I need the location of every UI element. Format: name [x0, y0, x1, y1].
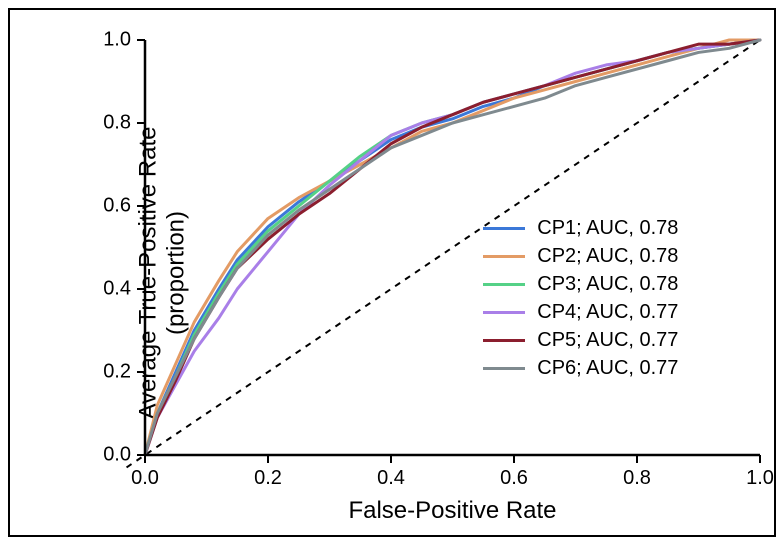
y-tick-label: 0.0: [103, 444, 131, 467]
legend-item: CP2; AUC, 0.78: [483, 242, 678, 270]
x-tick-label: 0.8: [623, 467, 651, 490]
legend-swatch: [483, 227, 525, 230]
x-tick-label: 0.2: [254, 467, 282, 490]
legend-swatch: [483, 311, 525, 314]
legend-label: CP3; AUC, 0.78: [537, 273, 678, 296]
x-tick-label: 0.4: [377, 467, 405, 490]
legend-label: CP6; AUC, 0.77: [537, 357, 678, 380]
legend-swatch: [483, 339, 525, 342]
x-tick-label: 0.0: [131, 467, 159, 490]
legend-swatch: [483, 255, 525, 258]
legend-label: CP4; AUC, 0.77: [537, 301, 678, 324]
y-tick-label: 0.8: [103, 112, 131, 135]
x-tick-label: 0.6: [500, 467, 528, 490]
chart-frame: Average True-Positive Rate (proportion) …: [8, 8, 776, 537]
legend-item: CP4; AUC, 0.77: [483, 298, 678, 326]
legend-label: CP1; AUC, 0.78: [537, 217, 678, 240]
legend-swatch: [483, 367, 525, 370]
legend-item: CP1; AUC, 0.78: [483, 214, 678, 242]
y-tick-label: 0.4: [103, 278, 131, 301]
legend-item: CP6; AUC, 0.77: [483, 354, 678, 382]
y-tick-label: 0.6: [103, 195, 131, 218]
legend-swatch: [483, 283, 525, 286]
legend-item: CP5; AUC, 0.77: [483, 326, 678, 354]
y-tick-label: 1.0: [103, 29, 131, 52]
legend-item: CP3; AUC, 0.78: [483, 270, 678, 298]
legend-label: CP2; AUC, 0.78: [537, 245, 678, 268]
legend: CP1; AUC, 0.78 CP2; AUC, 0.78 CP3; AUC, 0.…: [483, 214, 678, 382]
legend-label: CP5; AUC, 0.77: [537, 329, 678, 352]
y-tick-label: 0.2: [103, 361, 131, 384]
x-axis-label: False-Positive Rate: [10, 497, 760, 525]
x-tick-label: 1.0: [746, 467, 774, 490]
